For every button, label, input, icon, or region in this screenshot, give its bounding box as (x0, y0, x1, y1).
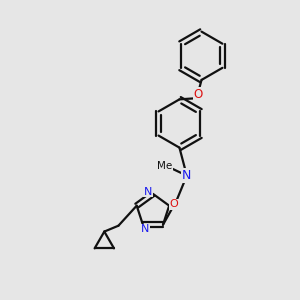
Text: N: N (182, 169, 191, 182)
Text: O: O (169, 200, 178, 209)
Text: N: N (144, 187, 152, 196)
Text: Me: Me (157, 161, 172, 171)
Text: N: N (140, 224, 149, 235)
Text: O: O (194, 88, 202, 100)
